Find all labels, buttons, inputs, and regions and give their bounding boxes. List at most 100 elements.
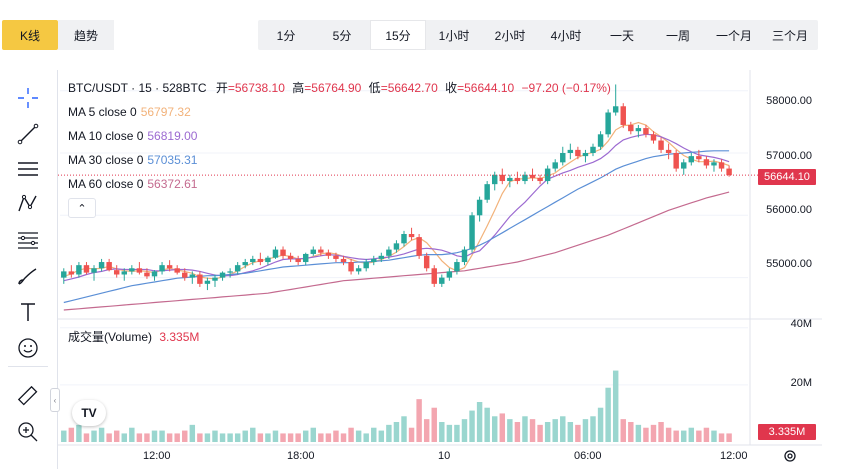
tool-ruler[interactable] [12,382,44,410]
volume-bar [182,430,188,442]
candle-body [371,258,377,263]
emoji-icon [18,338,38,358]
volume-bar [265,433,271,442]
candle-body [696,156,702,160]
volume-bar [507,419,513,442]
volume-bar [378,430,385,442]
candle-body [650,134,657,141]
timeframe-5[interactable]: 4小时 [550,28,582,43]
candle-body [113,270,120,275]
ma30-row[interactable]: MA 30 close 0 57035.31 [68,152,611,168]
timeframe-0[interactable]: 1分 [276,28,296,43]
volume-bar [696,430,702,442]
candle-body [401,234,407,244]
volume-bar [325,433,332,442]
candle-body [68,271,75,275]
timeframe-6[interactable]: 一天 [609,28,634,43]
volume-bar [174,433,180,442]
candle-body [620,106,626,125]
timeframe-4[interactable]: 2小时 [494,28,526,43]
timeframe-8[interactable]: 一个月 [715,28,752,43]
tradingview-logo[interactable]: TV [72,400,106,426]
candle-body [340,258,347,263]
volume-bar [393,422,400,442]
symbol-title: BTC/USDT · 15 · 528BTC [68,81,207,95]
candle-body [703,159,710,166]
tool-brush[interactable] [12,262,44,290]
drawing-toolbar [0,70,58,469]
tool-text[interactable] [12,298,44,326]
timeframe-9[interactable]: 三个月 [771,28,808,43]
candle-body [643,128,649,135]
volume-bar [726,433,732,442]
candle-body [250,258,256,263]
volume-bar [658,422,664,442]
candle-body [166,265,173,269]
last-volume-tag: 3.335M [758,424,816,440]
candle-body [567,149,574,153]
candle-body [151,271,158,277]
volume-bar [688,427,695,442]
tool-pattern[interactable] [12,190,44,218]
volume-bar [219,433,226,442]
tool-crosshair[interactable] [12,84,44,112]
volume-bar [302,430,309,442]
candle-body [408,234,415,238]
volume-bar [484,407,490,442]
ma5-row[interactable]: MA 5 close 0 56797.32 [68,104,611,120]
candle-body [234,265,241,272]
candle-body [212,277,218,281]
tab-kline[interactable]: K线 [2,20,58,50]
ma-line [63,191,730,311]
tool-zoom-in[interactable] [12,418,44,446]
volume-bar [681,430,687,442]
candle-body [355,268,362,272]
tool-emoji[interactable] [12,334,44,362]
candle-body [507,177,513,182]
fib-icon [18,232,38,249]
candle-body [726,168,732,176]
volume-bar [612,370,619,442]
collapse-legend-button[interactable]: ⌃ [68,198,96,218]
volume-tick-label: 40M [790,318,812,330]
ma10-row[interactable]: MA 10 close 0 56819.00 [68,128,611,144]
candle-body [333,255,339,259]
chart-area[interactable]: BTC/USDT · 15 · 528BTC 开=56738.10 高=5676… [50,70,846,469]
tool-trend-line[interactable] [12,120,44,148]
volume-bar [227,433,233,442]
tab-trend[interactable]: 趋势 [58,20,114,50]
candle-body [484,184,490,200]
volume-bar [129,427,135,442]
chart-canvas[interactable] [58,70,846,469]
candle-body [287,255,294,259]
timeframe-1[interactable]: 5分 [332,28,352,43]
ma60-row[interactable]: MA 60 close 0 56372.61 [68,176,611,192]
candle-body [522,174,528,182]
candle-body [590,146,596,153]
candle-body [454,262,460,272]
volume-bar [718,433,725,442]
tool-horizontal-lines[interactable] [12,155,44,183]
timeframe-selector: 1分 5分 15分 1小时 2小时 4小时 一天 一周 一个月 三个月 [258,20,818,50]
price-tick-label: 55000.00 [766,258,812,270]
timeframe-3[interactable]: 1小时 [438,28,470,43]
collapse-toolbar-handle[interactable]: ‹ [50,388,60,412]
timeframe-2[interactable]: 15分 [370,20,426,50]
timeframe-7[interactable]: 一周 [665,28,690,43]
candle-body [492,174,498,185]
candle-body [302,253,309,263]
settings-gear-icon[interactable] [782,448,798,464]
volume-bar [665,427,672,442]
volume-tick-label: 20M [790,377,812,389]
candle-body [91,268,97,273]
price-tick-label: 56000.00 [766,204,812,216]
volume-bar [113,430,120,442]
candle-body [718,162,725,169]
candle-body [423,255,430,269]
candle-body [182,272,188,278]
price-tick-label: 57000.00 [766,150,812,162]
tool-fib[interactable] [12,226,44,254]
volume-bar [416,399,422,442]
volume-bar [643,427,649,442]
volume-bar [151,430,158,442]
